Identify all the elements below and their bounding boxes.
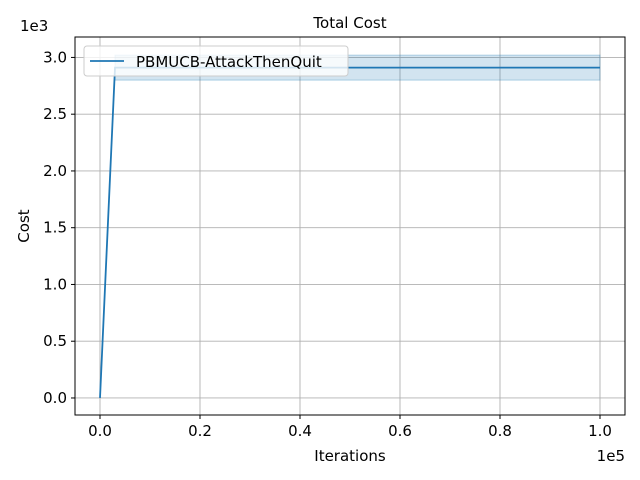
y-tick-label: 3.0: [43, 48, 67, 66]
legend: PBMUCB-AttackThenQuit: [83, 45, 349, 77]
x-axis-ticks: 0.0 0.2 0.4 0.6 0.8 1.0: [88, 415, 612, 440]
x-tick-label: 0.0: [88, 422, 112, 440]
x-tick-label: 0.2: [188, 422, 212, 440]
chart-title: Total Cost: [312, 14, 386, 32]
y-axis-offset-label: 1e3: [20, 17, 48, 35]
y-tick-label: 0.5: [43, 332, 67, 350]
x-tick-label: 1.0: [588, 422, 612, 440]
y-tick-label: 1.0: [43, 275, 67, 293]
y-tick-label: 2.0: [43, 162, 67, 180]
x-axis-offset-label: 1e5: [597, 447, 625, 465]
series-lines: [99, 66, 600, 399]
x-tick-label: 0.8: [488, 422, 512, 440]
x-axis-title: Iterations: [314, 447, 386, 465]
legend-label: PBMUCB-AttackThenQuit: [136, 53, 322, 71]
legend-box: [83, 45, 349, 77]
y-tick-label: 2.5: [43, 105, 67, 123]
grid: [75, 37, 625, 415]
y-tick-label: 0.0: [43, 389, 67, 407]
x-tick-label: 0.4: [288, 422, 312, 440]
y-tick-label: 1.5: [43, 219, 67, 237]
plot-frame: [74, 36, 626, 416]
y-axis-ticks: 0.0 0.5 1.0 1.5 2.0 2.5 3.0: [43, 48, 75, 407]
x-tick-label: 0.6: [388, 422, 412, 440]
y-axis-title: Cost: [15, 209, 33, 242]
series-line: [99, 66, 600, 399]
